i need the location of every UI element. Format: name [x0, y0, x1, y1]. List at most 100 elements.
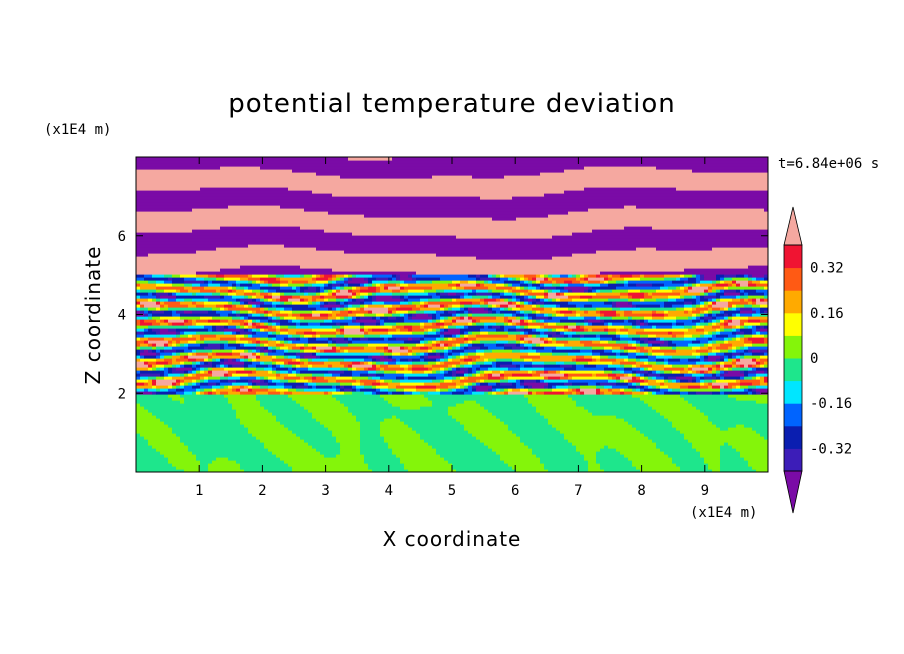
- contour-cell: [692, 283, 697, 287]
- contour-cell: [344, 370, 353, 374]
- contour-cell: [572, 232, 768, 236]
- contour-cell: [448, 352, 453, 356]
- contour-cell: [312, 283, 325, 287]
- contour-cell: [200, 460, 213, 464]
- contour-cell: [720, 367, 725, 371]
- contour-cell: [432, 370, 437, 374]
- contour-cell: [684, 331, 705, 335]
- contour-cell: [284, 244, 768, 248]
- contour-cell: [260, 385, 269, 389]
- colorbar-swatch: [784, 403, 802, 427]
- contour-cell: [240, 358, 245, 362]
- contour-cell: [364, 391, 373, 395]
- contour-cell: [332, 280, 337, 284]
- contour-cell: [348, 283, 361, 287]
- contour-cell: [552, 313, 557, 317]
- contour-cell: [276, 415, 313, 419]
- contour-cell: [656, 376, 665, 380]
- contour-cell: [136, 310, 141, 314]
- contour-cell: [396, 385, 417, 389]
- contour-cell: [384, 397, 429, 401]
- contour-cell: [656, 409, 701, 413]
- contour-cell: [468, 352, 477, 356]
- contour-cell: [676, 346, 693, 350]
- contour-cell: [304, 208, 589, 212]
- contour-cell: [440, 313, 453, 317]
- contour-cell: [580, 451, 597, 455]
- contour-cell: [548, 340, 553, 344]
- contour-cell: [392, 310, 397, 314]
- contour-cell: [716, 424, 737, 428]
- contour-cell: [268, 388, 277, 392]
- contour-cell: [608, 328, 617, 332]
- contour-cell: [688, 367, 693, 371]
- contour-cell: [392, 157, 768, 161]
- contour-cell: [368, 463, 405, 467]
- contour-cell: [468, 292, 477, 296]
- contour-cell: [620, 295, 629, 299]
- contour-cell: [720, 388, 733, 392]
- colorbar-swatch: [784, 245, 802, 269]
- contour-cell: [476, 358, 485, 362]
- contour-cell: [412, 313, 417, 317]
- contour-cell: [400, 382, 425, 386]
- contour-cell: [208, 376, 221, 380]
- contour-cell: [156, 364, 165, 368]
- contour-cell: [236, 298, 241, 302]
- contour-cell: [744, 274, 749, 278]
- contour-cell: [256, 355, 261, 359]
- contour-cell: [764, 352, 768, 356]
- contour-cell: [660, 373, 685, 377]
- contour-cell: [676, 298, 685, 302]
- contour-cell: [620, 349, 625, 353]
- contour-cell: [280, 310, 293, 314]
- contour-cell: [444, 310, 449, 314]
- contour-cell: [620, 370, 625, 374]
- contour-cell: [532, 328, 537, 332]
- contour-cell: [700, 274, 705, 278]
- contour-cell: [748, 349, 753, 353]
- contour-cell: [508, 328, 517, 332]
- x-tick-label: 7: [574, 483, 582, 499]
- contour-cell: [428, 304, 441, 308]
- contour-cell: [604, 313, 617, 317]
- contour-cell: [328, 313, 333, 317]
- contour-cell: [376, 391, 389, 395]
- contour-cell: [272, 292, 281, 296]
- contour-cell: [748, 280, 753, 284]
- contour-cell: [500, 418, 549, 422]
- contour-cell: [636, 325, 641, 329]
- contour-cell: [464, 382, 469, 386]
- contour-cell: [512, 289, 529, 293]
- contour-cell: [692, 316, 697, 320]
- contour-cell: [136, 280, 149, 284]
- contour-cell: [252, 388, 269, 392]
- contour-cell: [484, 370, 493, 374]
- contour-cell: [600, 283, 609, 287]
- contour-cell: [416, 313, 429, 317]
- contour-cell: [476, 256, 553, 260]
- contour-cell: [420, 340, 425, 344]
- contour-cell: [500, 382, 513, 386]
- contour-cell: [332, 277, 337, 281]
- contour-cell: [588, 280, 601, 284]
- contour-cell: [448, 316, 453, 320]
- contour-cell: [180, 436, 257, 440]
- contour-cell: [304, 298, 309, 302]
- contour-cell: [628, 340, 637, 344]
- contour-cell: [464, 304, 473, 308]
- contour-cell: [504, 346, 513, 350]
- contour-cell: [588, 274, 597, 278]
- contour-cell: [244, 301, 249, 305]
- contour-cell: [440, 292, 449, 296]
- contour-cell: [552, 424, 633, 428]
- contour-cell: [148, 364, 153, 368]
- contour-cell: [380, 283, 385, 287]
- contour-cell: [276, 307, 285, 311]
- contour-cell: [436, 343, 441, 347]
- contour-cell: [540, 280, 553, 284]
- contour-cell: [640, 469, 681, 472]
- contour-cell: [380, 364, 389, 368]
- contour-cell: [136, 175, 341, 179]
- contour-cell: [688, 343, 701, 347]
